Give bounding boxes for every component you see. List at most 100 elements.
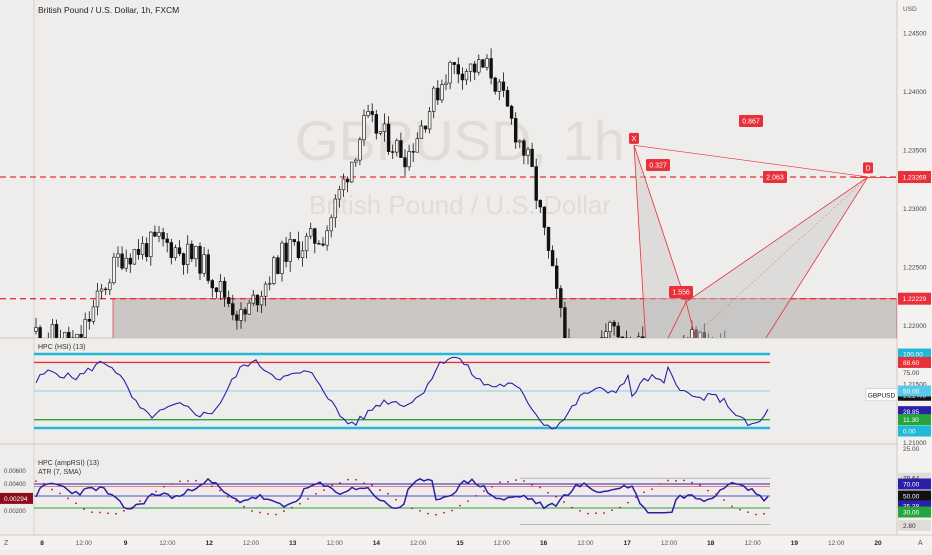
- atr-dot: [51, 488, 53, 491]
- candle-body: [489, 58, 493, 79]
- candle-body: [288, 239, 292, 262]
- atr-dot: [155, 490, 157, 493]
- candle-body: [87, 319, 92, 322]
- atr-dot: [323, 489, 325, 492]
- candle-body: [267, 283, 272, 285]
- time-tick-label: 12:00: [661, 540, 678, 547]
- candle-body: [231, 303, 235, 316]
- atr-dot: [739, 508, 741, 511]
- pattern-triangle-bcd: [685, 176, 869, 338]
- atr-dot: [555, 495, 557, 498]
- atr-dot: [571, 506, 573, 509]
- candle-body: [198, 246, 202, 274]
- candle-body: [550, 250, 555, 267]
- hsi-badge-label: 75.00: [903, 370, 920, 377]
- candle-body: [748, 363, 751, 373]
- atr-dot: [499, 481, 501, 484]
- time-tick-label: 18: [707, 540, 715, 547]
- candle-body: [448, 62, 452, 84]
- atr-dot: [459, 504, 461, 507]
- candle-body: [403, 157, 407, 168]
- candle-body: [501, 81, 506, 91]
- candle-body: [584, 356, 587, 361]
- amprsi-badge: [898, 472, 931, 484]
- candle-body: [509, 105, 514, 119]
- atr-dot: [707, 489, 709, 492]
- atr-dot: [547, 491, 549, 494]
- amprsi-left-tick: 0.00200: [4, 509, 26, 515]
- candle-body: [38, 327, 42, 338]
- candle-body: [34, 327, 38, 332]
- candle-body: [641, 336, 645, 338]
- atr-dot: [291, 506, 293, 509]
- candle-body: [620, 336, 625, 338]
- atr-dot: [747, 511, 749, 514]
- price-tick-label: 1.21500: [903, 382, 927, 389]
- candle-body: [538, 200, 543, 208]
- candle-body: [690, 329, 694, 338]
- hsi-badge: [898, 348, 931, 360]
- amprsi-title: HPC (ampRSI) (13): [38, 460, 99, 467]
- candle-body: [728, 355, 731, 363]
- candle-body: [104, 288, 108, 291]
- candle-body: [341, 178, 346, 191]
- candle-body: [407, 151, 411, 168]
- candle-body: [513, 118, 518, 143]
- atr-dot: [363, 482, 365, 485]
- hsi-line: [35, 356, 769, 430]
- ratio-label: 1.556: [672, 290, 690, 297]
- candle-body: [600, 337, 604, 338]
- atr-dot: [427, 512, 429, 515]
- candle-body: [263, 283, 268, 297]
- candle-body: [325, 230, 329, 246]
- auto-scale-icon[interactable]: A: [918, 540, 923, 547]
- atr-dot: [731, 505, 733, 508]
- candle-body: [423, 125, 428, 130]
- candle-body: [284, 242, 288, 262]
- candle-body: [752, 364, 755, 373]
- candle-body: [464, 71, 469, 81]
- candle-body: [108, 282, 112, 291]
- time-axis[interactable]: [0, 535, 932, 550]
- candle-body: [43, 342, 46, 343]
- atr-value-label: 0.00294: [4, 496, 28, 503]
- hsi-badge-label: 88.60: [903, 360, 920, 367]
- time-tick-label: 12:00: [326, 540, 343, 547]
- candle-body: [79, 333, 83, 338]
- candle-body: [161, 232, 165, 240]
- atr-dot: [675, 479, 677, 482]
- price-axis[interactable]: [897, 0, 932, 550]
- atr-dot: [667, 479, 669, 482]
- candle-body: [518, 140, 522, 143]
- candle-body: [493, 77, 497, 92]
- amprsi-badge: [898, 506, 931, 518]
- atr-dot: [227, 496, 229, 498]
- pattern-triangle-xab: [633, 145, 687, 338]
- candle-body: [354, 159, 358, 163]
- candle-body: [362, 115, 366, 140]
- pattern-point-badge: [711, 420, 721, 431]
- amprsi-panel[interactable]: 0.006000.004000.002000.0029425.0079.6470…: [0, 446, 931, 531]
- atr-dot: [203, 483, 205, 485]
- atr-dot: [651, 488, 653, 490]
- candle-body: [206, 254, 210, 281]
- atr-dot: [35, 480, 37, 482]
- candle-body: [395, 140, 399, 153]
- candle-body: [719, 339, 722, 346]
- candle-body: [452, 62, 456, 65]
- atr-dot: [43, 482, 45, 485]
- atr-dot: [219, 489, 221, 492]
- candle-body: [530, 148, 534, 167]
- atr-dot: [339, 482, 341, 484]
- candle-body: [723, 339, 726, 362]
- hsi-badge-label: 0.00: [903, 429, 916, 436]
- atr-dot: [179, 480, 181, 483]
- candle-body: [370, 111, 374, 115]
- zoom-icon[interactable]: Z: [4, 540, 9, 547]
- atr-dot: [507, 480, 509, 483]
- candle-body: [740, 356, 743, 371]
